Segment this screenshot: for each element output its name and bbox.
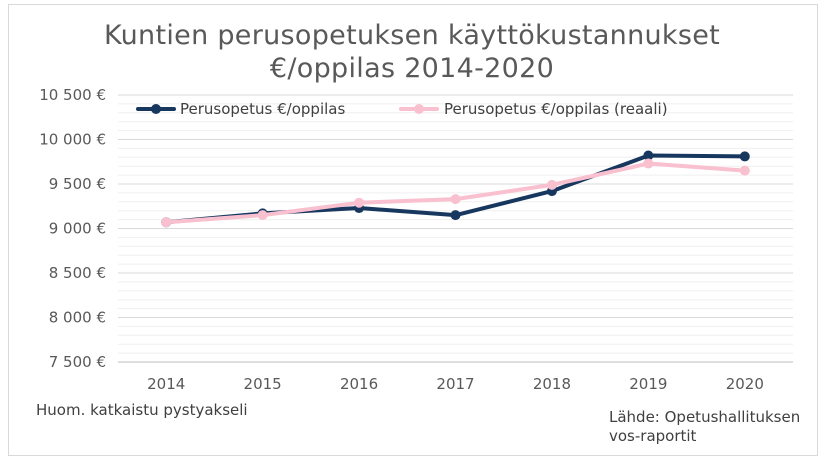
x-tick-label: 2015 [244,375,282,393]
axis-break-note: Huom. katkaistu pystyakseli [36,401,248,419]
chart-title-line-2: €/oppilas 2014-2020 [269,53,555,84]
chart-frame [8,4,818,456]
data-point-series-2 [546,179,557,190]
legend-label-1: Perusopetus €/oppilas [180,100,345,118]
y-tick-label: 10 000 € [39,131,106,149]
x-tick-label: 2018 [533,375,571,393]
source-note: Lähde: Opetushallituksen vos-raportit [609,408,809,446]
x-tick-label: 2020 [726,375,764,393]
y-tick-label: 10 500 € [39,86,106,104]
legend-marker-2 [414,104,424,114]
data-point-series-2 [354,197,365,208]
data-point-series-1 [643,150,654,161]
data-point-series-2 [257,210,268,221]
x-tick-label: 2017 [436,375,474,393]
x-tick-label: 2014 [147,375,185,393]
legend-label-2: Perusopetus €/oppilas (reaali) [444,100,668,118]
y-tick-label: 9 500 € [49,175,106,193]
source-note-line-1: Lähde: Opetushallituksen [609,408,801,426]
data-point-series-2 [643,158,654,169]
y-tick-label: 8 500 € [49,264,106,282]
x-tick-label: 2016 [340,375,378,393]
data-point-series-2 [161,217,172,228]
chart-title-line-1: Kuntien perusopetuksen käyttökustannukse… [103,20,721,51]
source-note-line-2: vos-raportit [609,427,697,445]
legend-marker-1 [151,104,161,114]
y-tick-label: 9 000 € [49,220,106,238]
data-point-series-1 [450,210,461,221]
y-tick-label: 7 500 € [49,353,106,371]
data-point-series-2 [739,165,750,176]
y-tick-label: 8 000 € [49,309,106,327]
x-tick-label: 2019 [629,375,667,393]
data-point-series-1 [739,151,750,162]
data-point-series-2 [450,194,461,205]
